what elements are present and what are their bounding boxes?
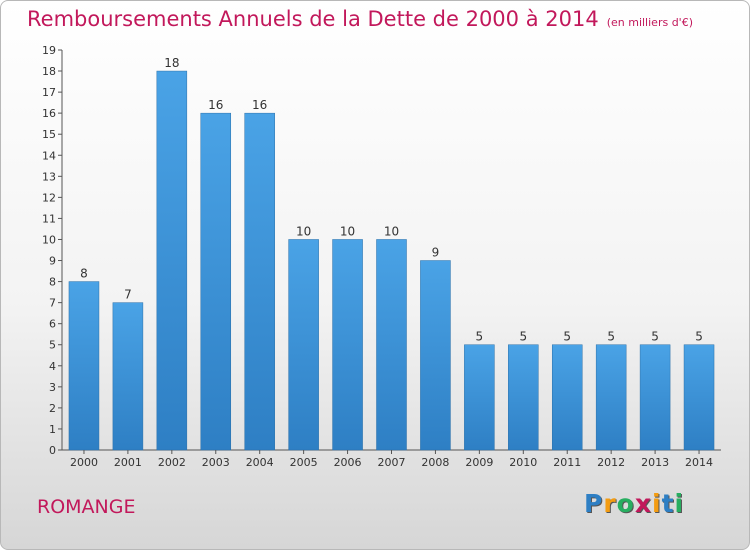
logo-letter: r bbox=[603, 489, 617, 518]
logo-letter: o bbox=[616, 489, 635, 518]
x-tick-label: 2009 bbox=[465, 456, 493, 469]
proxiti-logo: Proxiti bbox=[584, 489, 684, 518]
chart-title-text: Remboursements Annuels de la Dette de 20… bbox=[27, 7, 599, 31]
bar-value-label: 7 bbox=[124, 288, 132, 302]
bar-value-label: 9 bbox=[432, 246, 440, 260]
bar bbox=[376, 239, 407, 451]
bar bbox=[156, 70, 188, 451]
y-tick-label: 14 bbox=[42, 149, 56, 162]
bar-value-label: 10 bbox=[384, 224, 399, 238]
x-tick-label: 2006 bbox=[334, 456, 362, 469]
bar bbox=[595, 344, 627, 451]
bar bbox=[551, 344, 583, 451]
y-tick-label: 12 bbox=[42, 191, 56, 204]
x-tick-label: 2003 bbox=[202, 456, 230, 469]
y-tick-label: 19 bbox=[42, 44, 56, 57]
bar-value-label: 18 bbox=[164, 56, 179, 70]
y-tick-label: 11 bbox=[42, 212, 56, 225]
bar-value-label: 10 bbox=[340, 224, 355, 238]
y-tick-label: 4 bbox=[49, 360, 56, 373]
x-tick-label: 2012 bbox=[597, 456, 625, 469]
bar-value-label: 10 bbox=[296, 224, 311, 238]
logo-letter: i bbox=[674, 489, 685, 518]
bar bbox=[288, 239, 319, 451]
logo-letter: t bbox=[661, 489, 675, 518]
bar bbox=[200, 112, 232, 451]
x-tick-label: 2008 bbox=[421, 456, 449, 469]
y-tick-label: 6 bbox=[49, 318, 56, 331]
y-tick-label: 10 bbox=[42, 233, 56, 246]
y-tick-label: 7 bbox=[49, 297, 56, 310]
logo-letter: x bbox=[634, 489, 652, 518]
bar bbox=[508, 344, 539, 451]
bar bbox=[112, 302, 144, 451]
y-tick-label: 5 bbox=[49, 339, 56, 352]
bar-value-label: 5 bbox=[695, 330, 703, 344]
y-tick-label: 3 bbox=[49, 381, 56, 394]
x-tick-label: 2010 bbox=[509, 456, 537, 469]
bar bbox=[244, 112, 275, 451]
logo-letter: i bbox=[652, 489, 662, 518]
bar bbox=[420, 260, 451, 451]
bar bbox=[683, 344, 715, 451]
y-tick-label: 16 bbox=[42, 107, 56, 120]
chart-unit-note: (en milliers d'€) bbox=[606, 16, 693, 29]
commune-name: ROMANGE bbox=[37, 496, 136, 518]
x-tick-label: 2001 bbox=[114, 456, 142, 469]
bar-value-label: 8 bbox=[80, 267, 88, 281]
bar-value-label: 5 bbox=[607, 330, 615, 344]
x-tick-label: 2002 bbox=[158, 456, 186, 469]
x-tick-label: 2005 bbox=[290, 456, 318, 469]
chart-title: Remboursements Annuels de la Dette de 20… bbox=[27, 7, 693, 31]
bar-value-label: 16 bbox=[252, 98, 267, 112]
x-tick-label: 2011 bbox=[553, 456, 581, 469]
y-tick-label: 9 bbox=[49, 255, 56, 268]
bar-value-label: 5 bbox=[519, 330, 527, 344]
y-tick-label: 8 bbox=[49, 276, 56, 289]
y-tick-label: 13 bbox=[42, 170, 56, 183]
y-tick-label: 1 bbox=[49, 423, 56, 436]
x-tick-label: 2014 bbox=[685, 456, 713, 469]
x-tick-label: 2013 bbox=[641, 456, 669, 469]
x-tick-label: 2000 bbox=[70, 456, 98, 469]
x-tick-label: 2007 bbox=[378, 456, 406, 469]
bar bbox=[332, 239, 363, 451]
y-tick-label: 0 bbox=[49, 444, 56, 457]
bar bbox=[68, 281, 100, 451]
bar bbox=[464, 344, 495, 451]
bar-value-label: 16 bbox=[208, 98, 223, 112]
bar-value-label: 5 bbox=[651, 330, 659, 344]
y-tick-label: 2 bbox=[49, 402, 56, 415]
bar-value-label: 5 bbox=[476, 330, 484, 344]
x-tick-label: 2004 bbox=[246, 456, 274, 469]
logo-letter: P bbox=[584, 489, 604, 518]
bar bbox=[639, 344, 671, 451]
bar-value-label: 5 bbox=[563, 330, 571, 344]
y-tick-label: 15 bbox=[42, 128, 56, 141]
y-tick-label: 18 bbox=[42, 65, 56, 78]
y-tick-label: 17 bbox=[42, 86, 56, 99]
